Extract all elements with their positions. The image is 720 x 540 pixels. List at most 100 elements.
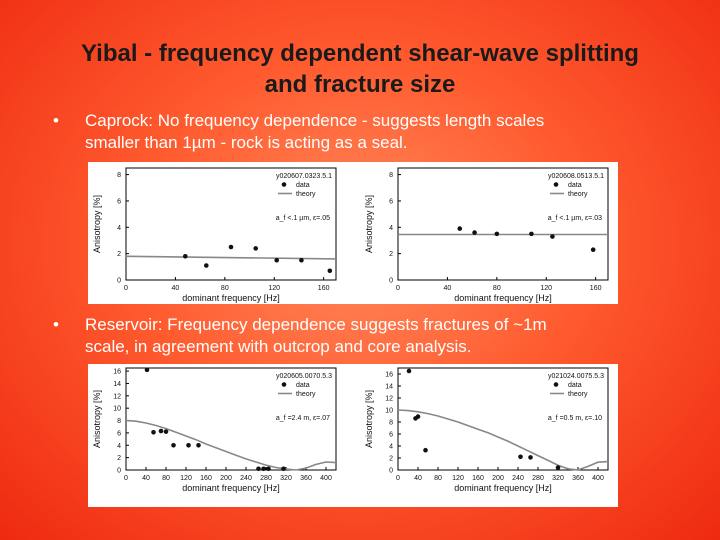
y-tick-label: 6	[389, 198, 393, 205]
data-point	[555, 465, 561, 470]
legend-data-marker	[281, 182, 287, 187]
y-tick-label: 10	[113, 406, 121, 413]
x-tick-label: 200	[220, 475, 232, 482]
x-tick-label: 240	[512, 475, 524, 482]
legend-data-label: data	[296, 182, 310, 189]
data-point	[266, 466, 271, 472]
plot-frame	[125, 367, 337, 471]
x-tick-label: 120	[540, 285, 552, 292]
legend-theory-label: theory	[568, 191, 588, 198]
x-tick-label: 400	[320, 475, 332, 482]
chart-reservoir-left: 0 40 80 120 160 200 240 280 320 360 400 0 2 4 6 8 10 12 14…	[92, 367, 337, 493]
x-tick-label: 0	[396, 285, 400, 292]
x-tick-label: 200	[492, 475, 504, 482]
caprock-plots-panel: 0 40 80 120 160 0 2 4 6 8 dominant frequency [Hz] A…	[88, 162, 618, 304]
x-tick-label: 280	[260, 475, 272, 482]
y-tick-label: 4	[117, 443, 121, 450]
y-tick-label: 8	[117, 418, 121, 425]
legend-theory-label: theory	[296, 191, 316, 198]
data-point	[281, 466, 286, 472]
x-axis-label: dominant frequency [Hz]	[182, 293, 280, 303]
data-point	[518, 454, 523, 460]
y-axis-label: Anisotropy [%]	[92, 390, 102, 448]
data-point	[423, 447, 428, 453]
y-tick-label: 2	[117, 455, 121, 462]
data-point	[171, 442, 176, 448]
x-tick-label: 360	[572, 475, 584, 482]
bullet-symbol-caprock: •	[53, 111, 59, 130]
data-point	[528, 455, 533, 460]
x-tick-label: 120	[180, 475, 192, 482]
data-point	[203, 263, 209, 268]
trace-id-label: y020605.0070.5.3	[276, 373, 332, 380]
y-tick-label: 0	[117, 278, 121, 285]
slide-title: Yibal - frequency dependent shear-wave s…	[0, 38, 720, 100]
y-tick-label: 4	[389, 444, 393, 451]
reservoir-plots-panel: 0 40 80 120 160 200 240 280 320 360 400 0 2 4 6 8 10 12 14…	[88, 364, 618, 507]
plot-frame	[397, 167, 609, 281]
y-axis-label: Anisotropy [%]	[364, 195, 374, 253]
bullet-caprock-line-2: smaller than 1µm - rock is acting as a s…	[85, 133, 408, 152]
x-tick-label: 40	[414, 475, 422, 482]
legend-data-marker	[553, 382, 559, 387]
chart-caprock-left: 0 40 80 120 160 0 2 4 6 8 dominant frequency [Hz] A…	[92, 167, 337, 303]
chart-reservoir-right: 0 40 80 120 160 200 240 280 320 360 400 0 2 4 6 8 10 12 14…	[364, 367, 609, 493]
x-tick-label: 40	[444, 285, 452, 292]
data-point	[144, 367, 150, 373]
x-tick-label: 160	[472, 475, 484, 482]
data-point	[256, 466, 261, 472]
x-axis-label: dominant frequency [Hz]	[454, 293, 552, 303]
x-axis-label: dominant frequency [Hz]	[182, 483, 280, 493]
x-tick-label: 0	[124, 285, 128, 292]
data-point	[196, 442, 201, 448]
x-tick-label: 80	[162, 475, 170, 482]
legend-data-marker	[281, 382, 287, 387]
trace-id-label: y020608.0513.5.1	[548, 173, 604, 180]
x-tick-label: 40	[172, 285, 180, 292]
x-tick-label: 160	[590, 285, 602, 292]
chart-caprock-right: 0 40 80 120 160 0 2 4 6 8 dominant frequency [Hz] A…	[364, 167, 609, 303]
x-tick-label: 0	[396, 475, 400, 482]
theory-line	[125, 255, 337, 260]
x-tick-label: 120	[268, 285, 280, 292]
data-point	[406, 368, 412, 374]
legend-theory-label: theory	[568, 391, 588, 398]
x-tick-label: 320	[280, 475, 292, 482]
data-point	[415, 414, 421, 419]
x-tick-label: 120	[452, 475, 464, 482]
legend-data-label: data	[296, 382, 310, 389]
bullet-symbol-reservoir: •	[53, 315, 59, 334]
y-tick-label: 0	[117, 468, 121, 475]
bullet-reservoir: Reservoir: Frequency dependence suggests…	[85, 314, 695, 358]
legend-data-label: data	[568, 182, 582, 189]
y-tick-label: 4	[389, 225, 393, 232]
data-point	[274, 257, 280, 263]
x-tick-label: 240	[240, 475, 252, 482]
slide-title-line-2: and fracture size	[264, 71, 456, 98]
y-tick-label: 12	[385, 396, 393, 403]
legend-theory-label: theory	[296, 391, 316, 398]
y-tick-label: 12	[113, 393, 121, 400]
x-tick-label: 160	[318, 285, 330, 292]
plot-frame	[125, 167, 337, 281]
data-point	[253, 246, 259, 251]
x-tick-label: 40	[142, 475, 150, 482]
y-tick-label: 14	[113, 381, 121, 388]
fracture-size-annotation: a_f <.1 µm, ε=.05	[276, 215, 330, 222]
trace-id-label: y020607.0323.5.1	[276, 173, 332, 180]
plot-frame	[397, 367, 609, 471]
y-tick-label: 14	[385, 384, 393, 391]
x-tick-label: 360	[300, 475, 312, 482]
x-tick-label: 280	[532, 475, 544, 482]
y-tick-label: 2	[117, 251, 121, 258]
x-tick-label: 80	[434, 475, 442, 482]
y-tick-label: 8	[389, 172, 393, 179]
y-tick-label: 6	[117, 198, 121, 205]
data-point	[457, 226, 463, 231]
y-tick-label: 2	[389, 456, 393, 463]
fracture-size-annotation: a_f =2.4 m, ε=.07	[276, 415, 330, 422]
y-tick-label: 16	[113, 369, 121, 376]
y-tick-label: 8	[117, 172, 121, 179]
x-tick-label: 80	[493, 285, 501, 292]
trace-id-label: y021024.0075.5.3	[548, 373, 604, 380]
